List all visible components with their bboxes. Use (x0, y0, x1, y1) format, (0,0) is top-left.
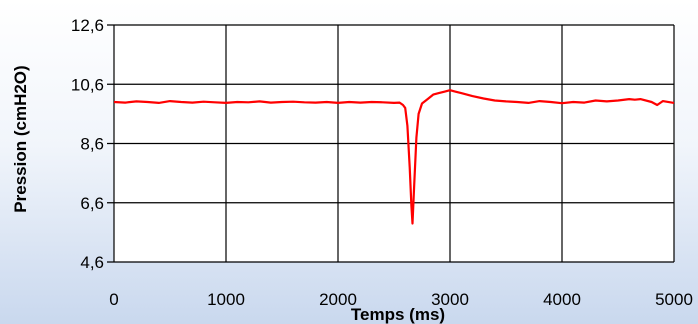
y-tick-labels: 4,6 6,6 8,6 10,6 12,6 (71, 16, 104, 272)
y-axis-title: Pression (cmH2O) (11, 65, 30, 212)
y-tick-label: 6,6 (80, 194, 104, 213)
x-axis-title: Temps (ms) (351, 305, 445, 324)
y-tick-label: 8,6 (80, 135, 104, 154)
y-tick-label: 12,6 (71, 16, 104, 35)
series-group (113, 89, 675, 225)
y-tick-label: 10,6 (71, 75, 104, 94)
x-tick-label: 4000 (543, 290, 581, 309)
x-tick-label: 2000 (319, 290, 357, 309)
x-tick-labels: 0 1000 2000 3000 4000 5000 (109, 290, 693, 309)
x-tick-label: 1000 (207, 290, 245, 309)
x-tick-label: 0 (109, 290, 118, 309)
x-tick-label: 5000 (655, 290, 693, 309)
y-tick-label: 4,6 (80, 253, 104, 272)
gridlines (107, 24, 675, 263)
series-line (113, 89, 675, 225)
x-tick-label: 3000 (431, 290, 469, 309)
